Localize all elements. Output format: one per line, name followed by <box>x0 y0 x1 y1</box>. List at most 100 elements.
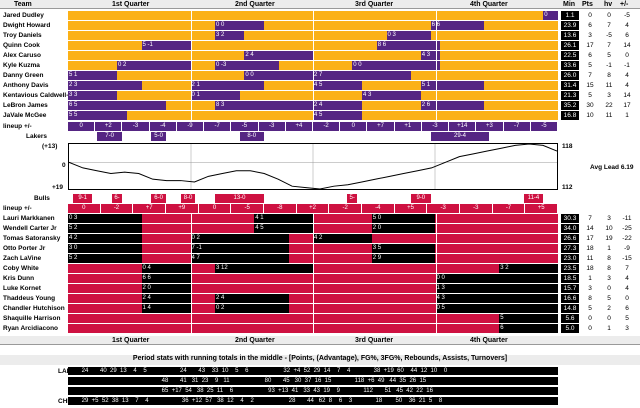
player-name: Coby White <box>3 265 39 272</box>
graph-right-bot: 112 <box>562 184 573 191</box>
lakers-lineup-value: +4 <box>285 122 312 131</box>
player-name: Lauri Markkanen <box>3 215 55 222</box>
player-stint: 5 <box>499 314 558 323</box>
player-hv: 22 <box>605 102 613 109</box>
player-stint: 5 5 <box>68 111 127 120</box>
quarter-divider <box>313 61 314 70</box>
player-stint: 0 <box>543 11 558 20</box>
lakers-lineup-value: -3 <box>122 122 149 131</box>
player-pm: -5 <box>624 12 630 19</box>
player-stint: 2 0 <box>141 284 191 293</box>
player-stint: 6 6 <box>430 21 485 30</box>
player-stint: 0 3 <box>68 214 142 223</box>
quarter-divider <box>313 314 314 323</box>
bulls-lineup-value: -5 <box>231 204 263 213</box>
bulls-lineup-value: 0 <box>68 204 100 213</box>
player-pts: 3 <box>588 285 592 292</box>
bulls-lineup-value: -3 <box>427 204 459 213</box>
quarter-divider <box>435 294 437 303</box>
quarter-divider <box>190 61 192 70</box>
player-stint: 0 4 <box>141 264 191 273</box>
player-name: Ryan Arcidiacono <box>3 325 59 332</box>
bottom-header-q4: 4th Quarter <box>470 337 508 344</box>
player-pts: 8 <box>588 295 592 302</box>
period-stats-row: 29 +5 52 38 13 7 4 36 +12 57 38 12 4 2 2… <box>68 397 558 405</box>
player-stint: 4 5 <box>254 224 313 233</box>
player-pts: 5 <box>588 62 592 69</box>
player-pts: 14 <box>586 225 594 232</box>
quarter-divider <box>313 21 314 30</box>
quarter-divider <box>190 101 192 110</box>
player-pm: 4 <box>625 82 629 89</box>
graph-bot-label: +19 <box>52 184 64 191</box>
quarter-divider <box>313 264 314 273</box>
period-stats-title: Period stats with running totals in the … <box>0 355 640 365</box>
player-min: 1.1 <box>561 11 579 20</box>
bottom-header-q3: 3rd Quarter <box>355 337 394 344</box>
quarter-divider <box>435 214 437 223</box>
player-pm: -15 <box>622 255 632 262</box>
player-min: 31.4 <box>561 81 579 90</box>
player-stint: 2 4 <box>313 101 362 110</box>
player-stint: 2 0 <box>371 224 436 233</box>
player-name: Kyle Kuzma <box>3 62 40 69</box>
score-diff-graph <box>68 143 558 190</box>
bulls-lineup-value: +2 <box>296 204 329 213</box>
graph-mid-label: 0 <box>62 162 66 169</box>
quarter-divider <box>435 234 437 243</box>
quarter-divider <box>190 11 192 20</box>
player-hv: -5 <box>606 32 612 39</box>
player-stint: 2 3 <box>68 81 142 90</box>
player-pts: 15 <box>586 82 594 89</box>
player-pts: 6 <box>588 22 592 29</box>
quarter-divider <box>190 294 192 303</box>
player-timeline-bar: 5 -1 8 6 <box>68 41 558 50</box>
header-q4: 4th Quarter <box>470 1 508 8</box>
player-stint: 4 1 <box>254 214 313 223</box>
lakers-lineup-value: -3 <box>258 122 285 131</box>
player-min: 27.3 <box>561 244 579 253</box>
lakers-lineup-value: -5 <box>231 122 258 131</box>
player-stint: 2 9 <box>371 254 436 263</box>
quarter-divider <box>190 304 192 313</box>
player-hv: 8 <box>607 255 611 262</box>
player-hv: 11 <box>605 82 613 89</box>
player-stint: 0 -3 <box>215 61 279 70</box>
bulls-scoring-run: 9-1 <box>72 194 93 203</box>
quarter-divider <box>190 274 192 283</box>
player-name: Danny Green <box>3 72 44 79</box>
player-min: 23.9 <box>561 21 579 30</box>
lakers-scoring-run: 7-0 <box>97 132 122 141</box>
header-team: Team <box>14 1 32 8</box>
lakers-lineup-value: 0 <box>68 122 95 131</box>
quarter-divider <box>435 324 437 333</box>
player-pts: 0 <box>588 12 592 19</box>
bulls-lineup-value: +9 <box>166 204 198 213</box>
lakers-lineup-value: +2 <box>95 122 122 131</box>
player-hv: 8 <box>607 72 611 79</box>
player-stint: 6 <box>499 324 558 333</box>
player-name: Alex Caruso <box>3 52 41 59</box>
player-min: 5.6 <box>561 314 579 323</box>
period-stats-row: 65 +17 54 38 25 11 6 93 +13 41 33 43 19 … <box>68 387 558 395</box>
quarter-divider <box>313 244 314 253</box>
player-min: 16.8 <box>561 111 579 120</box>
player-name: LeBron James <box>3 102 48 109</box>
player-name: Shaquille Harrison <box>3 315 61 322</box>
period-stats-row: 48 41 31 23 9 11 80 45 30 37 16 15 118 +… <box>68 377 558 385</box>
quarter-divider <box>435 244 437 253</box>
bulls-lineup-value: 0 <box>198 204 231 213</box>
quarter-divider <box>435 314 437 323</box>
player-stint: 5 0 <box>371 214 436 223</box>
player-timeline-bar: 0 3 4 1 5 0 <box>68 214 558 223</box>
player-min: 22.5 <box>561 51 579 60</box>
player-pm: -25 <box>622 225 632 232</box>
player-min: 26.6 <box>561 234 579 243</box>
score-diff-line <box>68 143 558 190</box>
quarter-divider <box>313 31 314 40</box>
graph-top-label: (+13) <box>42 143 58 150</box>
player-stint: 2 1 <box>190 81 264 90</box>
player-name: Thaddeus Young <box>3 295 56 302</box>
quarter-divider <box>190 41 192 50</box>
footer-chi-label: CHI <box>58 398 70 405</box>
